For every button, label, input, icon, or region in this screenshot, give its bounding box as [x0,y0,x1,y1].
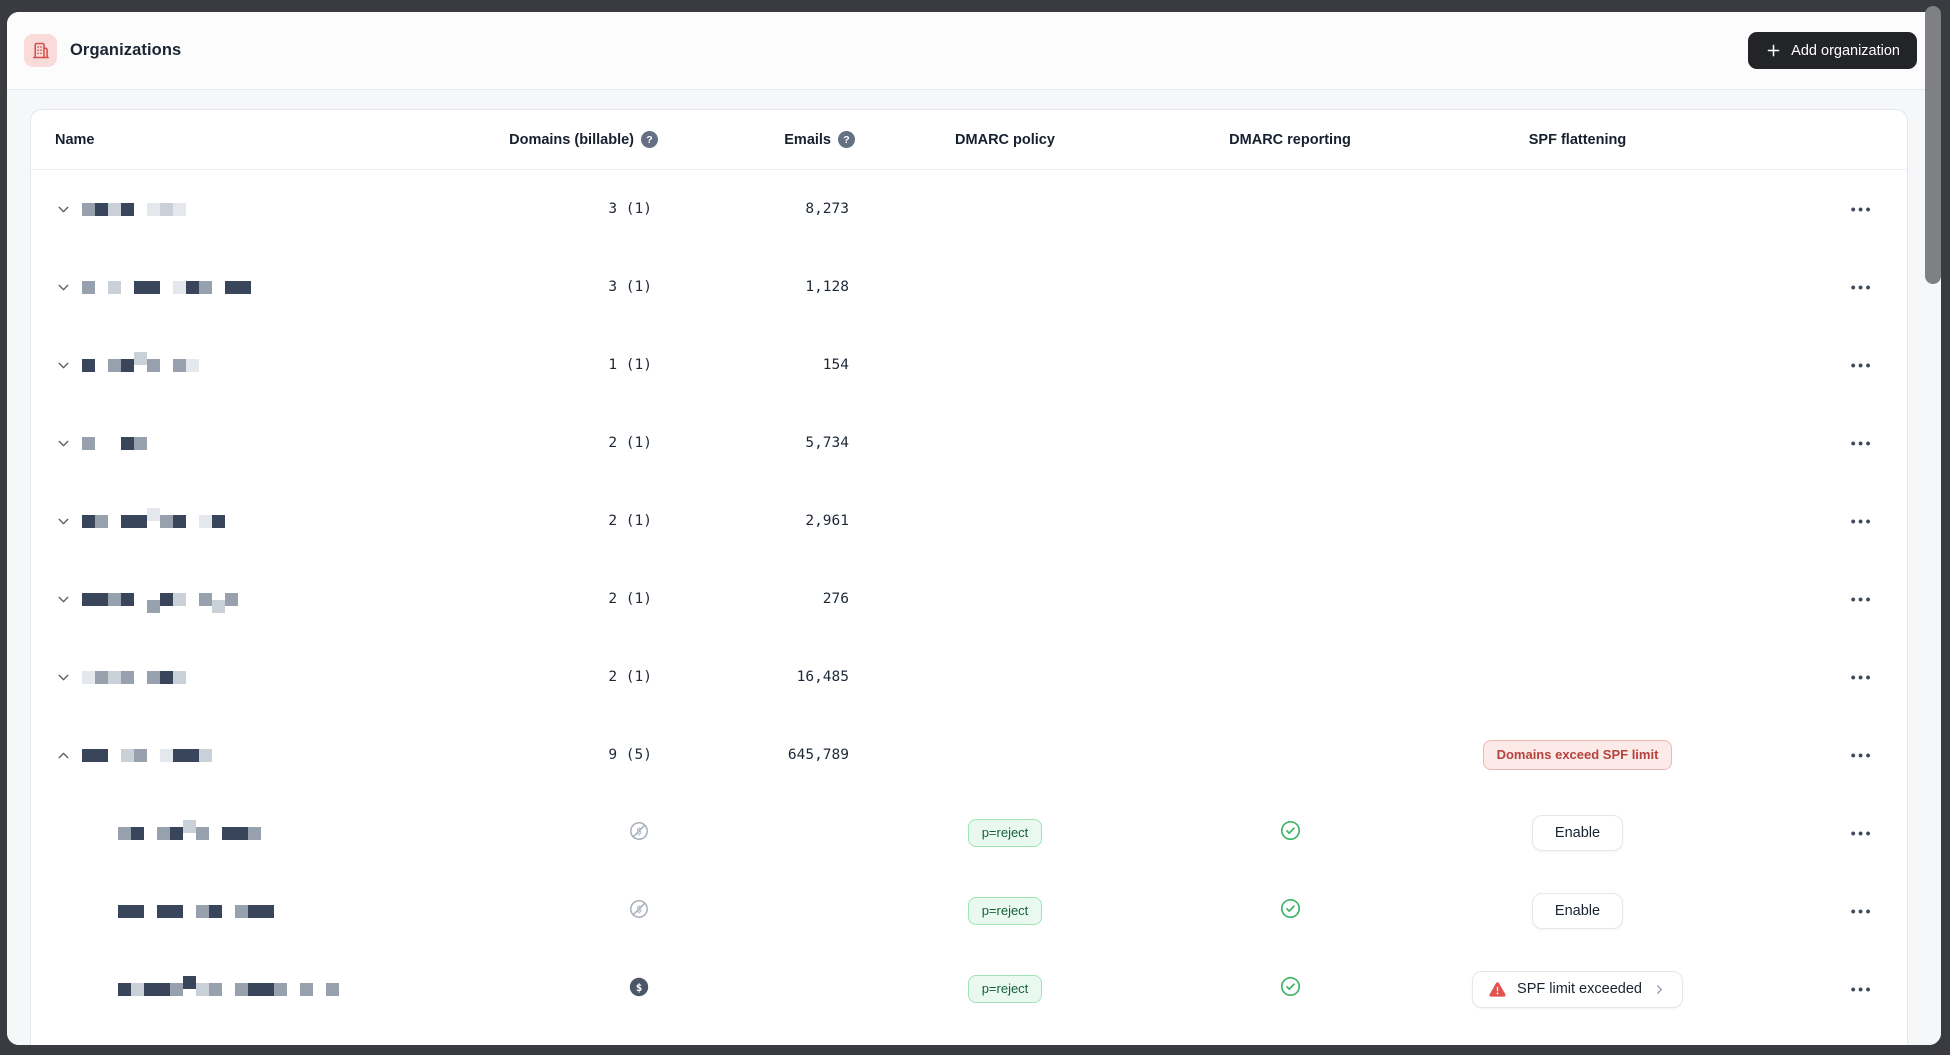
emails-count: 2,961 [805,513,849,529]
enable-spf-button[interactable]: Enable [1531,893,1624,929]
row-menu-button[interactable]: ••• [1850,357,1873,373]
org-row-1[interactable]: 3 (1) 8,273 ••• [31,170,1907,248]
chevron-down-icon[interactable] [55,357,72,374]
billable-icon: $ [628,976,650,1003]
page-title: Organizations [70,41,182,59]
emails-count: 1,128 [805,279,849,295]
row-menu-button[interactable]: ••• [1850,825,1873,841]
redacted-name [82,670,186,684]
organizations-table: Name Domains (billable) ? Emails ? DMARC… [30,109,1908,1045]
column-header-dmarc-policy: DMARC policy [955,131,1055,148]
domains-count: 9 (5) [608,747,652,763]
chevron-down-icon[interactable] [55,201,72,218]
org-row-4[interactable]: 2 (1) 5,734 ••• [31,404,1907,482]
row-menu-button[interactable]: ••• [1850,747,1873,763]
emails-help-icon[interactable]: ? [838,131,855,148]
emails-count: 5,734 [805,435,849,451]
dmarc-reporting-ok-icon [1280,976,1301,1002]
row-menu-button[interactable]: ••• [1850,201,1873,217]
enable-spf-button[interactable]: Enable [1531,815,1624,851]
org-row-8[interactable]: 9 (5) 645,789 Domains exceed SPF limit ••• [31,716,1907,794]
org-row-6[interactable]: 2 (1) 276 ••• [31,560,1907,638]
svg-text:$: $ [636,981,643,994]
chevron-down-icon[interactable] [55,591,72,608]
redacted-name [82,202,186,216]
dmarc-policy-badge: p=reject [967,897,1043,925]
redacted-name [118,975,339,996]
column-header-domains: Domains (billable) ? [470,131,658,148]
redacted-name [82,592,238,613]
dmarc-reporting-ok-icon [1280,820,1301,846]
add-organization-button[interactable]: Add organization [1748,32,1917,69]
column-header-dmarc-reporting: DMARC reporting [1229,131,1351,148]
domains-count: 2 (1) [608,669,652,685]
redacted-name [118,904,274,918]
column-header-spf-flattening: SPF flattening [1528,131,1627,148]
dmarc-policy-badge: p=reject [967,975,1043,1003]
table-header-row: Name Domains (billable) ? Emails ? DMARC… [31,110,1907,170]
redacted-name [82,748,212,762]
domains-count: 1 (1) [608,357,652,373]
emails-count: 154 [822,357,849,373]
vertical-scrollbar-thumb[interactable] [1925,6,1941,284]
redacted-name [118,819,261,840]
chevron-down-icon[interactable] [55,669,72,686]
row-menu-button[interactable]: ••• [1850,669,1873,685]
redacted-name [82,436,147,450]
domains-count: 3 (1) [608,201,652,217]
column-header-name: Name [55,131,95,148]
dmarc-reporting-ok-icon [1280,898,1301,924]
row-menu-button[interactable]: ••• [1850,591,1873,607]
organizations-building-icon [24,34,57,67]
emails-count: 16,485 [796,669,849,685]
org-row-5[interactable]: 2 (1) 2,961 ••• [31,482,1907,560]
row-menu-button[interactable]: ••• [1850,279,1873,295]
redacted-name [82,507,225,528]
svg-text:$: $ [636,904,642,915]
chevron-up-icon[interactable] [55,747,72,764]
plus-icon [1767,44,1780,57]
chevron-down-icon[interactable] [55,513,72,530]
redacted-name [82,280,251,294]
domains-help-icon[interactable]: ? [641,131,658,148]
row-menu-button[interactable]: ••• [1850,435,1873,451]
redacted-name [82,351,199,372]
page-header: Organizations Add organization [7,12,1941,90]
chevron-down-icon[interactable] [55,279,72,296]
domains-count: 3 (1) [608,279,652,295]
page-content: Name Domains (billable) ? Emails ? DMARC… [7,90,1941,1045]
domains-count: 2 (1) [608,513,652,529]
emails-count: 645,789 [787,747,849,763]
domains-count: 2 (1) [608,591,652,607]
emails-count: 8,273 [805,201,849,217]
app-window: Organizations Add organization Name Doma… [7,12,1941,1045]
org-row-2[interactable]: 3 (1) 1,128 ••• [31,248,1907,326]
domains-count: 2 (1) [608,435,652,451]
row-menu-button[interactable]: ••• [1850,903,1873,919]
warning-triangle-icon [1488,980,1507,999]
row-menu-button[interactable]: ••• [1850,513,1873,529]
domain-row-1[interactable]: $ p=reject Enable ••• [31,794,1907,872]
org-row-3[interactable]: 1 (1) 154 ••• [31,326,1907,404]
spf-limit-exceeded-button[interactable]: SPF limit exceeded [1472,970,1683,1008]
emails-count: 276 [822,591,849,607]
column-header-emails: Emails ? [658,131,855,148]
not-billable-icon: $ [628,820,650,847]
domain-row-2[interactable]: $ p=reject Enable ••• [31,872,1907,950]
table-body: 3 (1) 8,273 ••• 3 (1) 1,128 ••• 1 (1) 154 ••• 2 (… [31,170,1907,1045]
dmarc-policy-badge: p=reject [967,819,1043,847]
svg-text:$: $ [636,826,642,837]
chevron-down-icon[interactable] [55,435,72,452]
not-billable-icon: $ [628,898,650,925]
domains-exceed-spf-badge: Domains exceed SPF limit [1482,740,1673,770]
org-row-7[interactable]: 2 (1) 16,485 ••• [31,638,1907,716]
chevron-right-icon [1652,982,1667,997]
row-menu-button[interactable]: ••• [1850,981,1873,997]
domain-row-3[interactable]: $ p=reject SPF limit exceeded ••• [31,950,1907,1028]
